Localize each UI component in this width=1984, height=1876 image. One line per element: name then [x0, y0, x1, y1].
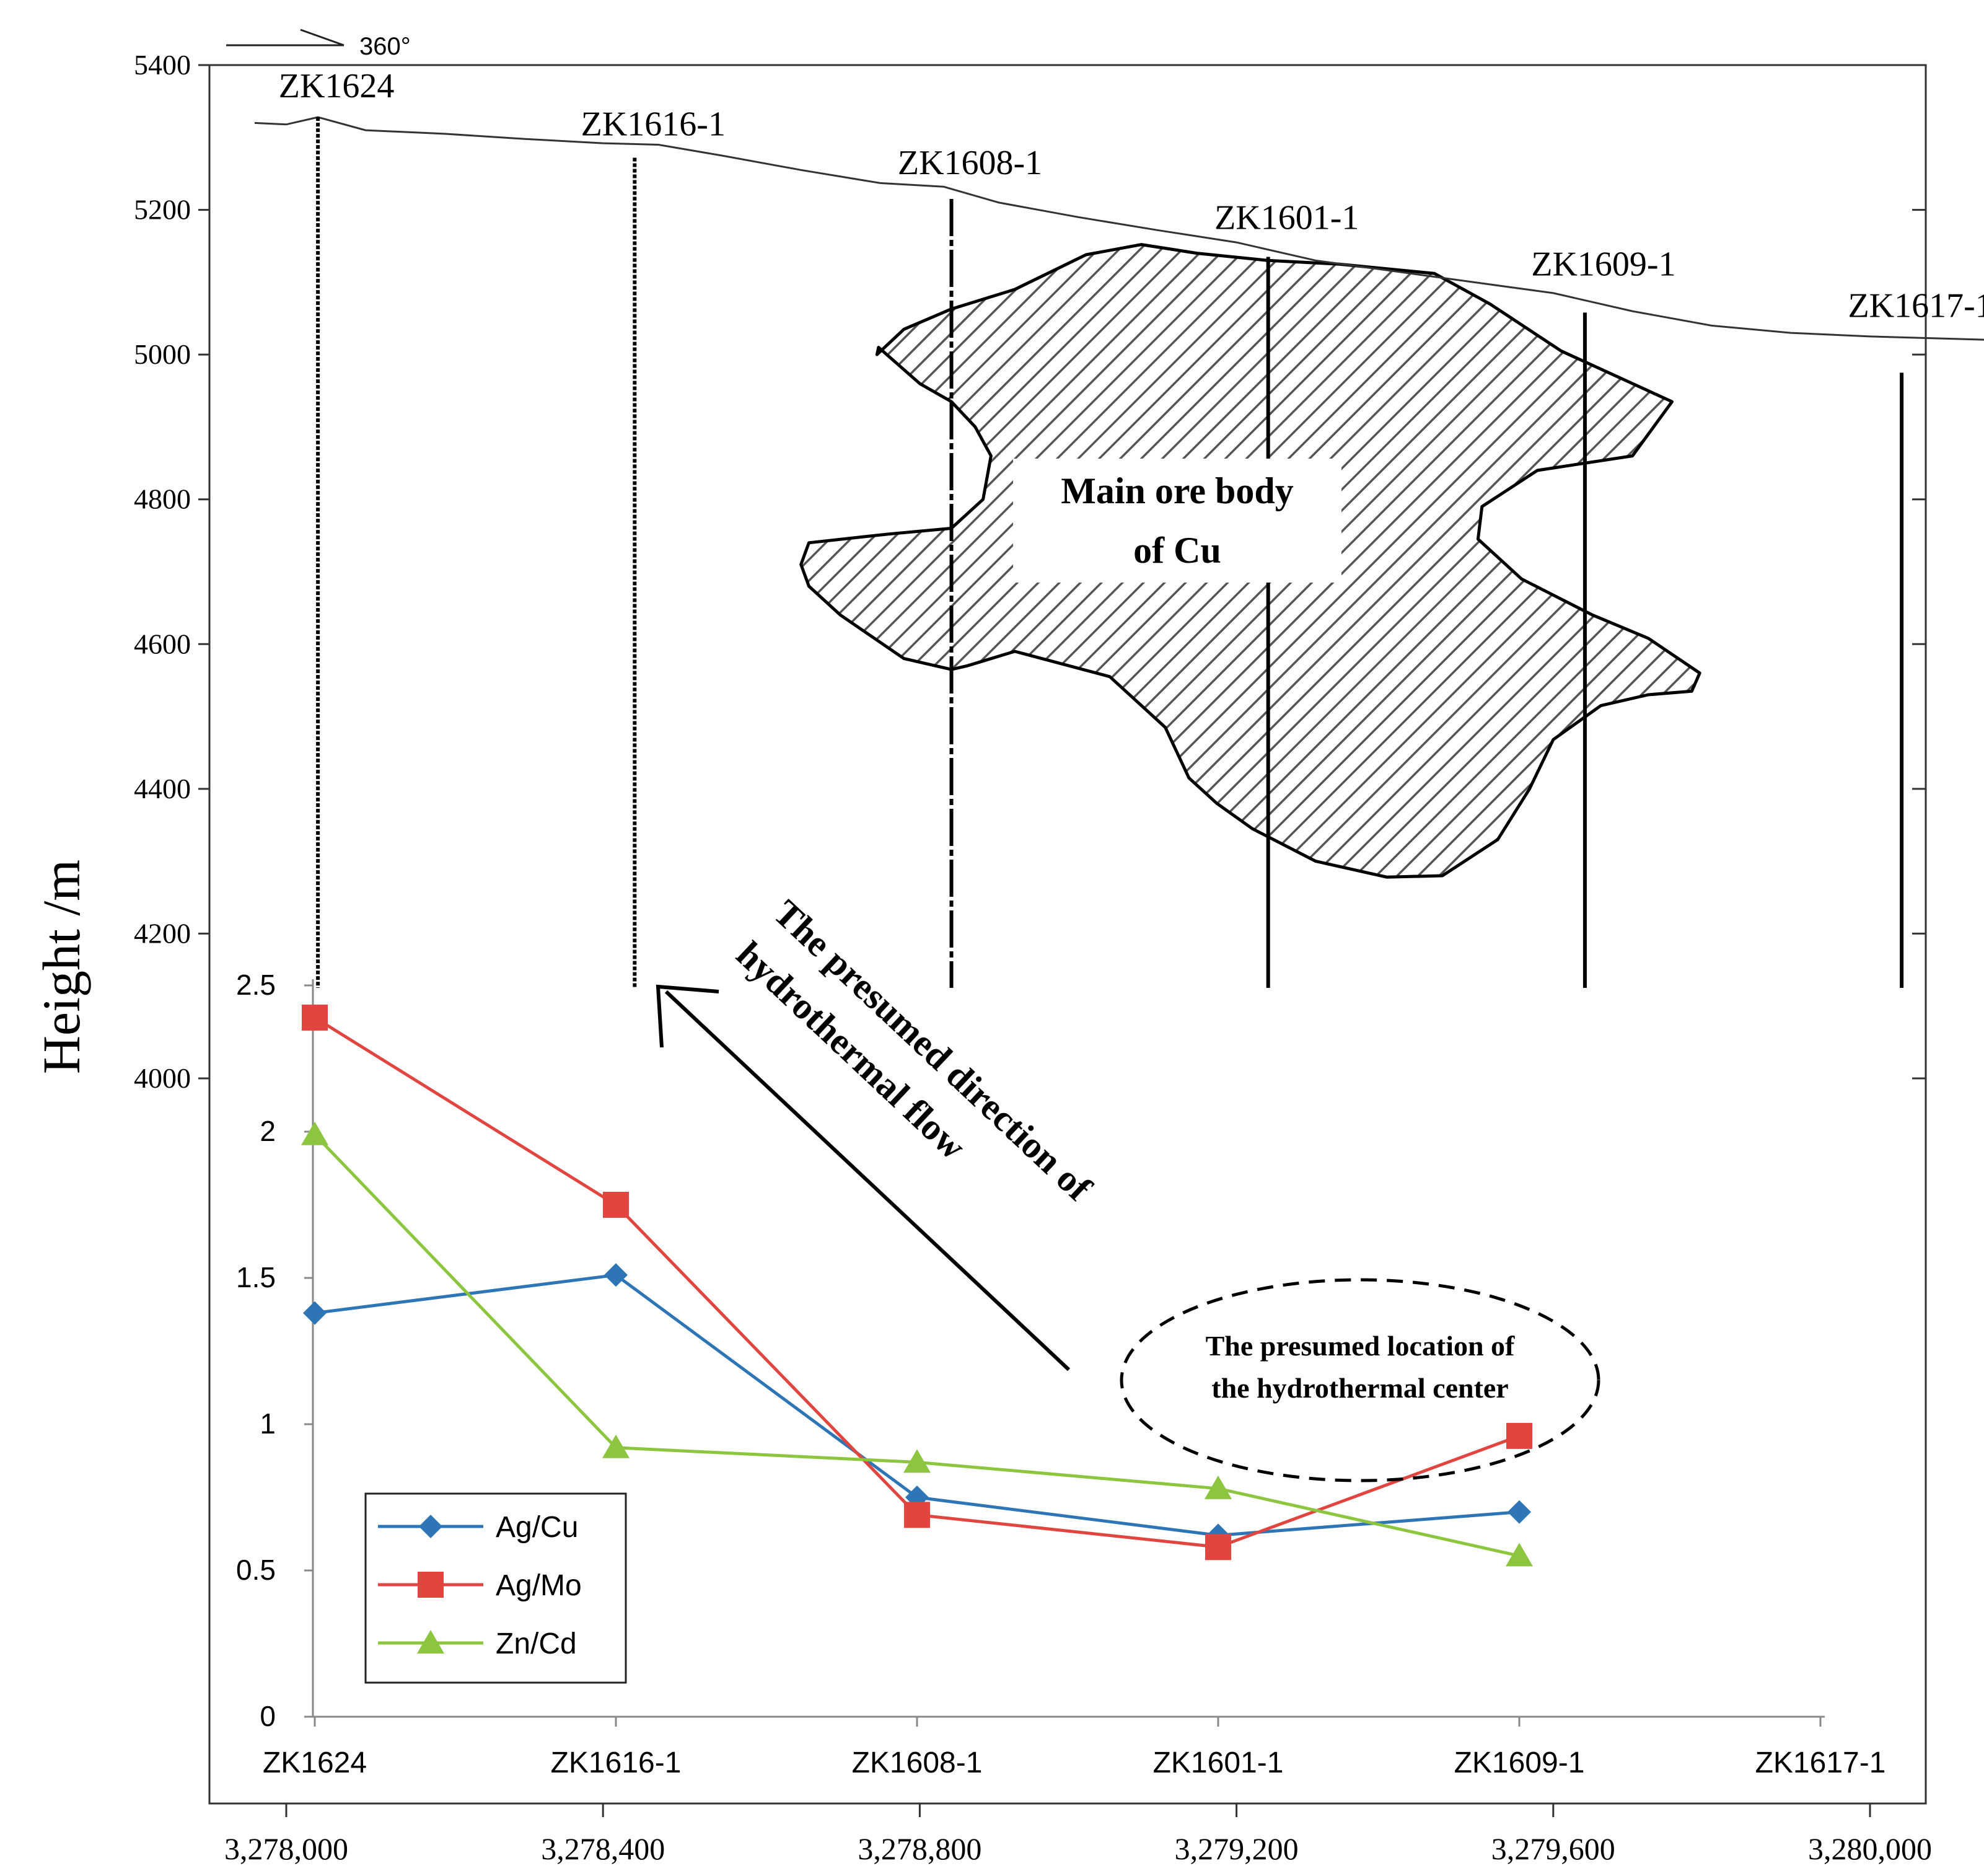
compass-arrow-icon — [226, 29, 345, 46]
data-point-ag-mo — [603, 1192, 629, 1218]
drillhole-label: ZK1609-1 — [1531, 245, 1675, 283]
legend-marker-ag-mo — [418, 1572, 444, 1598]
hydrothermal-center-ellipse — [1120, 1278, 1600, 1482]
ore-body-label-line1: Main ore body — [1061, 470, 1294, 511]
chart-x-tick-label: ZK1616-1 — [551, 1746, 682, 1779]
compass-label: 360° — [359, 33, 411, 60]
chart-x-tick-label: ZK1608-1 — [852, 1746, 983, 1779]
section-y-tick-label: 5000 — [134, 338, 191, 370]
data-point-zn-cd — [1205, 1475, 1232, 1499]
data-point-ag-cu — [1508, 1500, 1531, 1524]
legend-marker-zn-cd — [417, 1630, 444, 1654]
chart-x-tick-label: ZK1609-1 — [1454, 1746, 1585, 1779]
chart-y-tick-label: 1 — [260, 1407, 276, 1440]
data-point-zn-cd — [602, 1434, 630, 1458]
drillholes: ZK1624 ZK1616-1 ZK1608-1 ZK1601-1 ZK1609-1 ZK… — [279, 67, 1984, 989]
flow-direction-label-line1: The presumed direction of — [766, 892, 1100, 1209]
drillhole-label: ZK1617-1 — [1848, 286, 1984, 325]
section-y-tick-label: 5200 — [134, 194, 191, 226]
section-y-tick-label: 5400 — [134, 49, 191, 81]
section-x-tick-label: 3,279,600 — [1491, 1831, 1615, 1866]
legend-label-zn-cd: Zn/Cd — [496, 1627, 577, 1660]
section-x-tick-label: 3,279,200 — [1175, 1831, 1299, 1866]
data-point-ag-mo — [1205, 1534, 1231, 1561]
data-point-ag-cu — [303, 1301, 327, 1325]
legend-marker-ag-cu — [419, 1515, 442, 1538]
section-y-tick-label: 4000 — [134, 1062, 191, 1094]
flow-direction-arrow-icon — [656, 984, 1071, 1372]
data-point-zn-cd — [1506, 1543, 1533, 1567]
chart-x-tick-label: ZK1624 — [263, 1746, 367, 1779]
ore-body-label-line2: of Cu — [1133, 530, 1221, 571]
chart-x-tick-label: ZK1601-1 — [1153, 1746, 1284, 1779]
terrain-line — [254, 116, 1984, 341]
data-point-ag-cu — [604, 1263, 628, 1287]
section-y-axis: 5400 5200 5000 4800 4600 4400 4200 4000 — [134, 49, 1926, 1094]
hydrothermal-center-label-line1: The presumed location of — [1206, 1330, 1515, 1362]
drillhole-label: ZK1624 — [279, 67, 395, 105]
section-y-tick-label: 4400 — [134, 773, 191, 804]
chart-series — [301, 1004, 1533, 1567]
section-y-tick-label: 4800 — [134, 483, 191, 515]
hydrothermal-center-label-line2: the hydrothermal center — [1211, 1372, 1508, 1404]
data-point-zn-cd — [301, 1121, 328, 1145]
chart-y-tick-label: 0.5 — [236, 1554, 276, 1586]
section-y-tick-label: 4600 — [134, 628, 191, 659]
data-point-ag-mo — [302, 1004, 328, 1031]
chart-axes: 0 0.5 1 1.5 2 2.5 ZK1624 ZK1616-1 ZK1608-1 ZK1601… — [236, 969, 1885, 1779]
chart-y-tick-label: 0 — [260, 1700, 276, 1732]
legend-label-ag-mo: Ag/Mo — [496, 1569, 582, 1602]
section-x-tick-label: 3,278,400 — [541, 1831, 665, 1866]
chart-legend: Ag/Cu Ag/Mo Zn/Cd — [364, 1492, 627, 1684]
section-x-tick-label: 3,280,000 — [1808, 1831, 1932, 1866]
section-y-axis-title: Height /m — [32, 860, 91, 1074]
ratio-line-chart: 0 0.5 1 1.5 2 2.5 ZK1624 ZK1616-1 ZK1608-1 ZK1601… — [236, 969, 1885, 1779]
section-x-tick-label: 3,278,000 — [224, 1831, 348, 1866]
drillhole-label: ZK1616-1 — [581, 105, 726, 143]
section-y-tick-label: 4200 — [134, 917, 191, 949]
drillhole-label: ZK1608-1 — [898, 144, 1042, 182]
chart-y-tick-label: 2.5 — [236, 969, 276, 1001]
terrain-profile — [254, 116, 1984, 341]
chart-y-tick-label: 1.5 — [236, 1261, 276, 1293]
chart-y-tick-label: 2 — [260, 1115, 276, 1147]
chart-x-tick-label: ZK1617-1 — [1755, 1746, 1886, 1779]
data-point-zn-cd — [903, 1449, 931, 1473]
ore-body-label: Main ore body of Cu — [1013, 459, 1341, 583]
data-point-ag-mo — [1506, 1422, 1532, 1449]
section-x-axis: 3,278,000 3,278,400 3,278,800 3,279,200 3,27… — [224, 1803, 1932, 1866]
data-point-ag-mo — [904, 1502, 930, 1528]
drillhole-label: ZK1601-1 — [1214, 198, 1359, 237]
section-x-tick-label: 3,278,800 — [858, 1831, 981, 1866]
legend-label-ag-cu: Ag/Cu — [496, 1511, 578, 1544]
